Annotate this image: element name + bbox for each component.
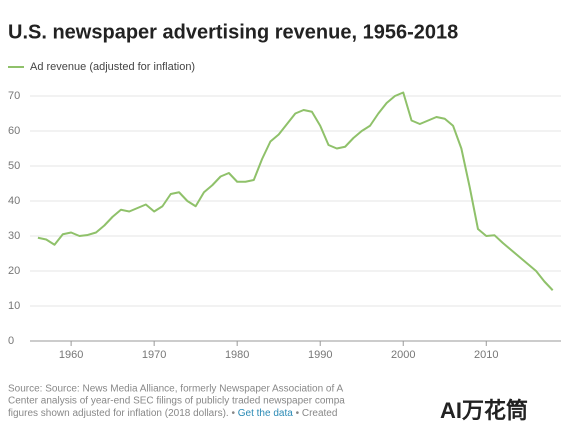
y-tick-label: 20 bbox=[8, 265, 20, 277]
x-tick-label: 1990 bbox=[308, 349, 332, 361]
y-tick-label: 60 bbox=[8, 125, 20, 137]
source-line: Source: Source: News Media Alliance, for… bbox=[8, 384, 343, 395]
y-tick-label: 10 bbox=[8, 300, 20, 312]
x-tick-label: 2000 bbox=[391, 349, 415, 361]
source-line: Center analysis of year-end SEC filings … bbox=[8, 396, 345, 407]
y-tick-label: 40 bbox=[8, 195, 20, 207]
y-tick-label: 30 bbox=[8, 230, 20, 242]
x-tick-label: 1970 bbox=[142, 349, 166, 361]
created-text: • Created bbox=[293, 408, 338, 419]
data-line bbox=[37, 91, 554, 291]
watermark: AI万花筒 bbox=[440, 398, 528, 423]
plot bbox=[37, 91, 554, 291]
x-tick-label: 1960 bbox=[59, 349, 83, 361]
chart-title: U.S. newspaper advertising revenue, 1956… bbox=[8, 21, 458, 43]
source-line: figures shown adjusted for inflation (20… bbox=[8, 408, 238, 419]
x-tick-label: 2010 bbox=[474, 349, 498, 361]
get-data-link[interactable]: Get the data bbox=[238, 408, 293, 419]
legend-label: Ad revenue (adjusted for inflation) bbox=[30, 61, 195, 73]
source-line: figures shown adjusted for inflation (20… bbox=[8, 408, 337, 419]
y-tick-label: 0 bbox=[8, 335, 14, 347]
y-tick-label: 50 bbox=[8, 160, 20, 172]
x-tick-label: 1980 bbox=[225, 349, 249, 361]
y-tick-label: 70 bbox=[8, 90, 20, 102]
